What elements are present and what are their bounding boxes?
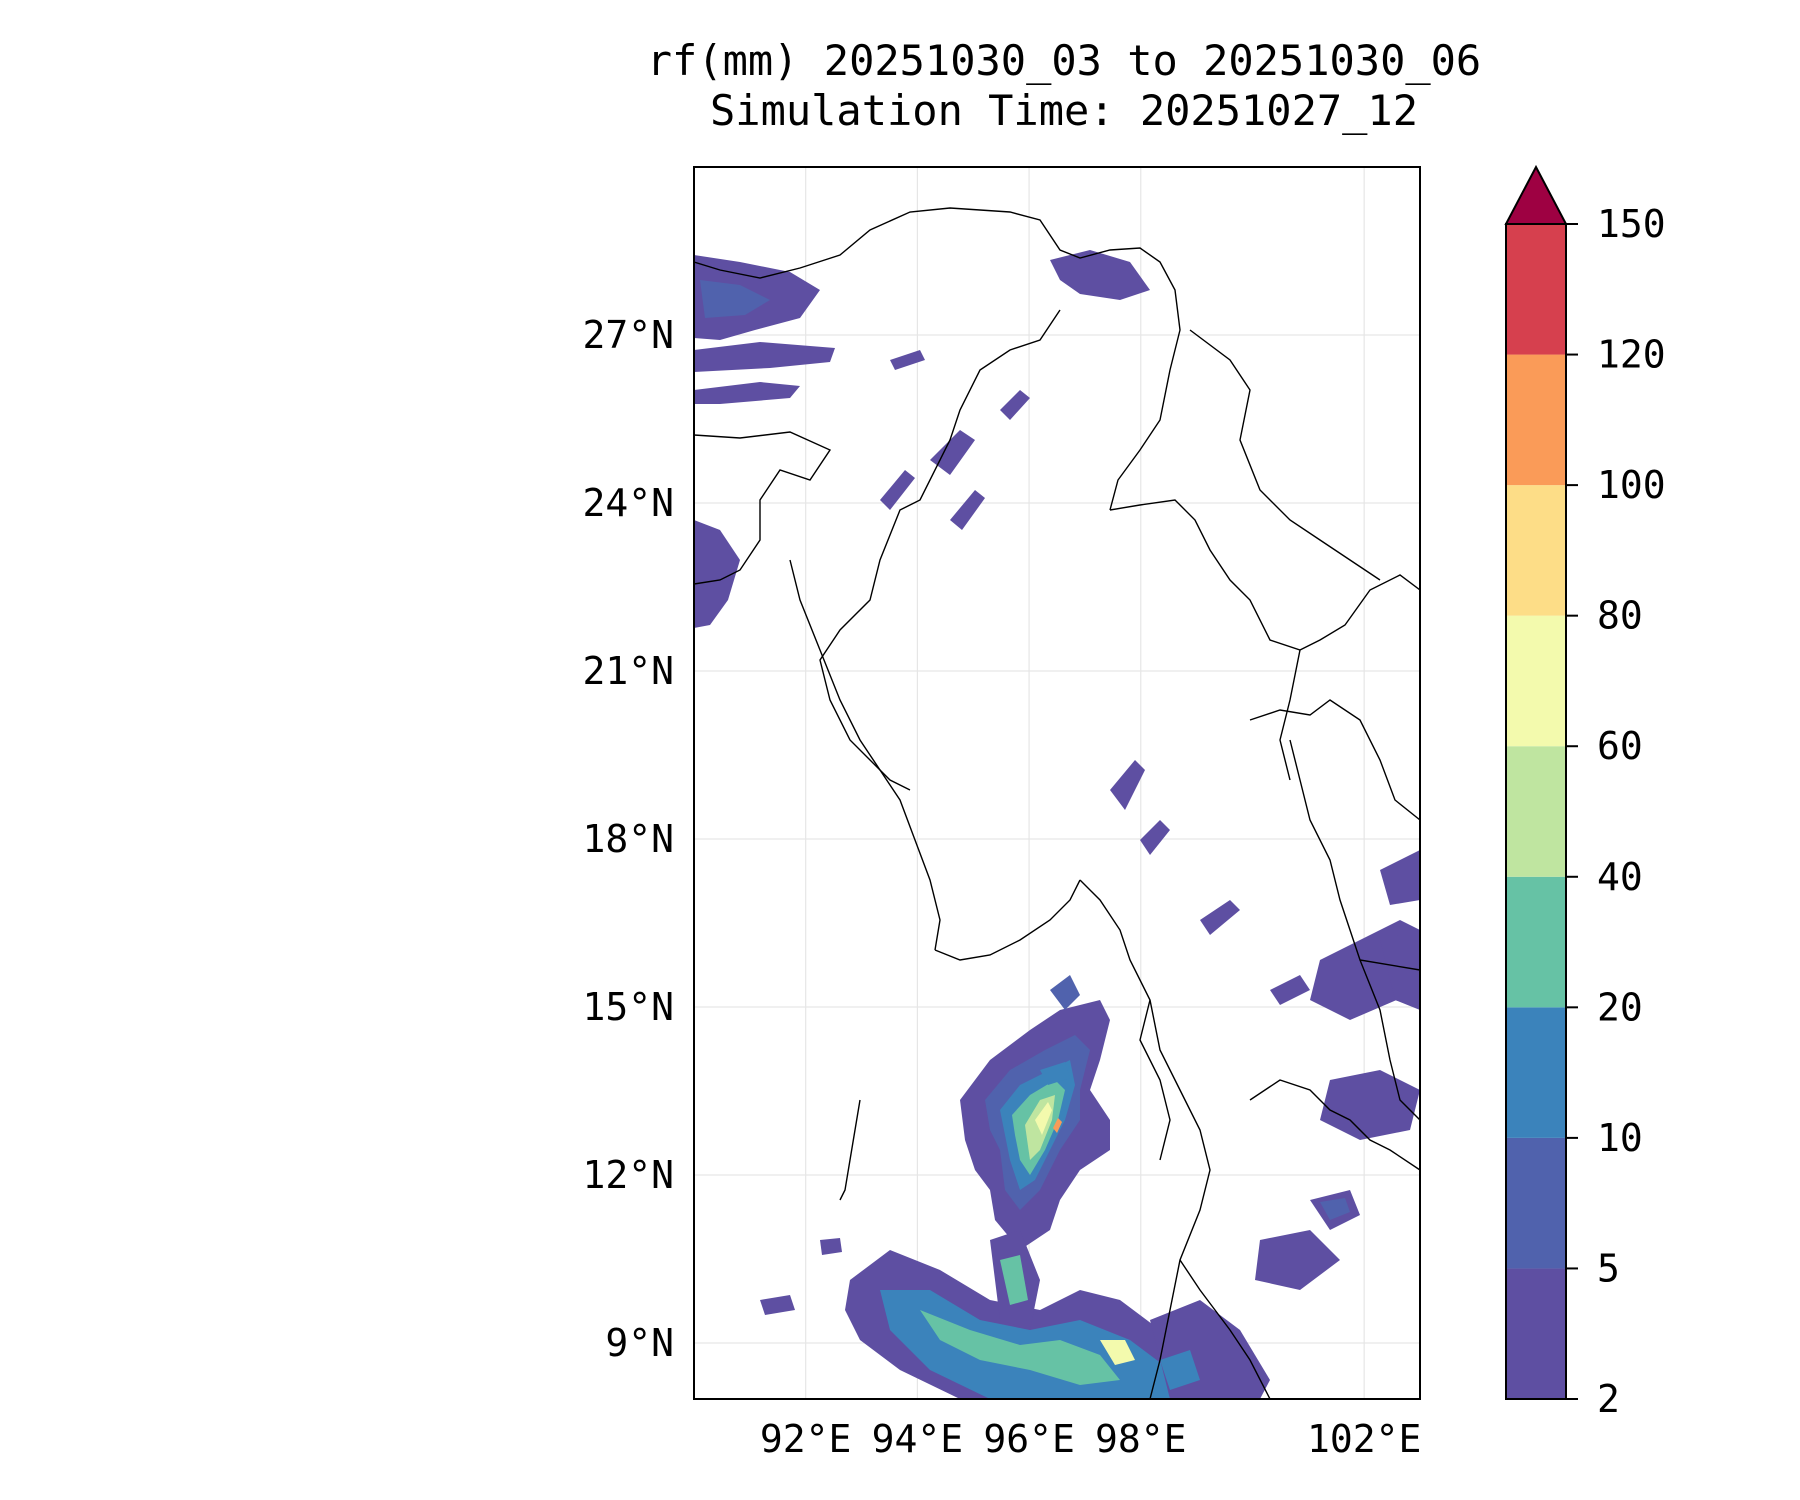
- rain-area-north: [1050, 250, 1150, 300]
- border-myanmar-laos: [1249, 699, 1420, 821]
- colorbar-label-6: 80: [1597, 594, 1643, 638]
- rain-area-s-island2: [760, 1295, 795, 1315]
- colorbar-segment-1: [1506, 1137, 1566, 1269]
- rain-area-s-islands: [820, 1238, 842, 1255]
- lat-label-0: 27°N: [582, 313, 674, 357]
- lat-label-1: 24°N: [582, 481, 674, 525]
- lat-label-2: 21°N: [582, 649, 674, 693]
- colorbar-segment-4: [1506, 746, 1566, 877]
- rain-area-north-blob: [1050, 975, 1080, 1010]
- lon-label-2: 96°E: [983, 1417, 1075, 1461]
- gridlines: [694, 167, 1420, 1399]
- coast-thailand-gulf: [1249, 1079, 1420, 1171]
- border-india-myanmar: [819, 309, 1061, 791]
- colorbar-segment-0: [1506, 1268, 1566, 1399]
- lat-tick-labels: 27°N 24°N 21°N 18°N 15°N 12°N 9°N: [582, 313, 674, 1365]
- lat-label-3: 18°N: [582, 817, 674, 861]
- colorbar-segment-6: [1506, 485, 1566, 616]
- border-yunnan: [1189, 329, 1381, 581]
- rain-area-sw-teal: [920, 1310, 1120, 1385]
- rain-area-east-6: [1380, 930, 1420, 1010]
- rain-area-main-yellow: [1035, 1102, 1052, 1135]
- colorbar-label-3: 20: [1597, 985, 1643, 1029]
- coast-thai-peninsula: [1179, 1259, 1271, 1399]
- rain-streak-5: [890, 350, 925, 370]
- rain-area-nw-inner: [700, 280, 770, 318]
- colorbar-label-1: 5: [1597, 1246, 1620, 1290]
- lat-label-6: 9°N: [605, 1321, 674, 1365]
- rain-area-north-blob2: [1040, 1062, 1070, 1085]
- rain-area-nw-band: [694, 342, 835, 372]
- rain-area-east-3: [1270, 975, 1310, 1005]
- rain-area-main-orange: [1053, 1118, 1062, 1133]
- border-thai-cambodia: [1359, 959, 1420, 1121]
- map-subtitle: Simulation Time: 20251027_12: [709, 86, 1419, 135]
- coast-myeik: [1139, 999, 1171, 1161]
- border-india-china: [694, 207, 1181, 511]
- coastlines-borders: [694, 207, 1420, 1399]
- rain-area-east-4: [1320, 1070, 1420, 1140]
- colorbar-label-4: 40: [1597, 855, 1643, 899]
- colorbar: 2 5 10 20 40 60 80 100 120 150: [1504, 164, 1666, 1421]
- colorbar-extend-triangle: [1504, 164, 1568, 225]
- colorbar-segment-2: [1506, 1007, 1566, 1138]
- colorbar-segment-7: [1506, 354, 1566, 486]
- colorbar-label-5: 60: [1597, 724, 1643, 768]
- lon-label-1: 94°E: [872, 1417, 964, 1461]
- border-myanmar-china-east: [1109, 499, 1420, 651]
- colorbar-label-2: 10: [1597, 1116, 1643, 1160]
- rain-area-nw-band2: [694, 382, 800, 404]
- colorbar-segment-8: [1506, 224, 1566, 355]
- rain-area-s-vertical-teal: [1000, 1255, 1028, 1305]
- rain-area-thai-3: [1200, 900, 1240, 935]
- border-thai-north: [1279, 649, 1301, 781]
- lon-label-3: 98°E: [1095, 1417, 1187, 1461]
- lat-label-4: 15°N: [582, 985, 674, 1029]
- colorbar-label-9: 150: [1597, 202, 1666, 246]
- rain-area-thai-1: [1110, 760, 1145, 810]
- colorbar-label-8: 120: [1597, 333, 1666, 377]
- rain-area-sw-yellow: [1100, 1340, 1135, 1365]
- coast-andaman-islands: [839, 1099, 861, 1201]
- colorbar-label-7: 100: [1597, 463, 1666, 507]
- border-myanmar-thailand: [1079, 879, 1211, 1399]
- rain-streak-2: [950, 490, 985, 530]
- rain-streak-1: [930, 430, 975, 475]
- rain-streak-3: [880, 470, 915, 510]
- lon-tick-labels: 92°E 94°E 96°E 98°E 102°E: [760, 1417, 1421, 1461]
- lat-label-5: 12°N: [582, 1153, 674, 1197]
- rain-area-thai-2: [1140, 820, 1170, 855]
- rain-area-east-5: [1255, 1230, 1340, 1290]
- map-panel: [693, 166, 1421, 1400]
- lon-label-4: 102°E: [1307, 1417, 1421, 1461]
- rain-area-east-2: [1380, 850, 1420, 905]
- rain-area-se-inner: [1160, 1350, 1200, 1390]
- colorbar-label-0: 2: [1597, 1377, 1620, 1421]
- colorbar-segment-5: [1506, 615, 1566, 747]
- rain-area-east-inner: [1320, 1198, 1350, 1220]
- rain-area-west-coast: [694, 520, 740, 628]
- border-bangladesh: [694, 431, 832, 585]
- colorbar-segment-3: [1506, 876, 1566, 1008]
- rain-streak-4: [1000, 390, 1030, 420]
- coast-myanmar-west: [789, 559, 941, 951]
- coast-myanmar-south: [934, 879, 1081, 961]
- rainfall-field: [694, 250, 1420, 1399]
- lon-label-0: 92°E: [760, 1417, 852, 1461]
- map-title: rf(mm) 20251030_03 to 20251030_06: [646, 36, 1482, 85]
